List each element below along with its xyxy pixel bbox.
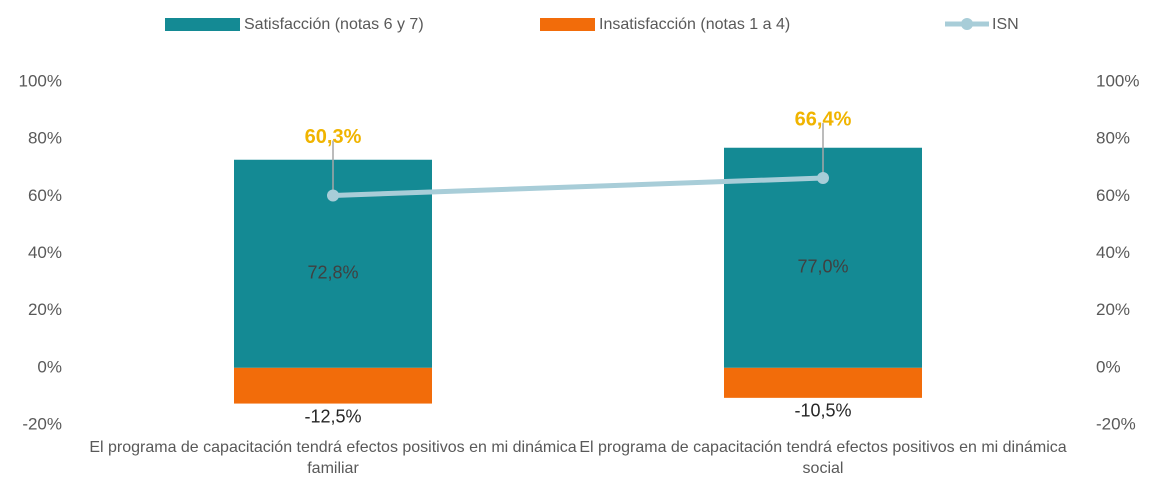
legend-swatch (165, 18, 240, 31)
y-tick-label: 100% (19, 71, 62, 90)
y2-tick-label: 0% (1096, 357, 1121, 376)
legend-marker (961, 18, 973, 30)
bar-value-label: -12,5% (304, 406, 361, 426)
y2-tick-label: 60% (1096, 186, 1130, 205)
line-value-label: 60,3% (305, 126, 362, 148)
legend-label: ISN (992, 16, 1019, 33)
legend-swatch (540, 18, 595, 31)
bar-value-label: 72,8% (307, 263, 358, 283)
bar-value-label: -10,5% (794, 401, 851, 421)
line-value-label: 66,4% (795, 108, 852, 130)
bar (724, 147, 922, 368)
bar (724, 367, 922, 398)
x-tick-label: El programa de capacitación tendrá efect… (579, 439, 1067, 477)
bar-value-label: 77,0% (797, 257, 848, 277)
y-tick-label: 40% (28, 243, 62, 262)
legend-label: Satisfacción (notas 6 y 7) (244, 16, 424, 33)
y-tick-label: 60% (28, 186, 62, 205)
y-tick-label: 80% (28, 129, 62, 148)
legend-label: Insatisfacción (notas 1 a 4) (599, 16, 790, 33)
y2-tick-label: -20% (1096, 414, 1136, 433)
line-marker (327, 189, 339, 202)
y-tick-label: -20% (22, 414, 62, 433)
line (332, 175, 824, 198)
line-marker (817, 172, 829, 185)
x-tick-label: El programa de capacitación tendrá efect… (89, 439, 577, 477)
bar (234, 367, 432, 404)
y-tick-label: 20% (28, 300, 62, 319)
y2-tick-label: 20% (1096, 300, 1130, 319)
y2-tick-label: 80% (1096, 129, 1130, 148)
y2-tick-label: 100% (1096, 71, 1139, 90)
y2-tick-label: 40% (1096, 243, 1130, 262)
y-tick-label: 0% (37, 357, 62, 376)
